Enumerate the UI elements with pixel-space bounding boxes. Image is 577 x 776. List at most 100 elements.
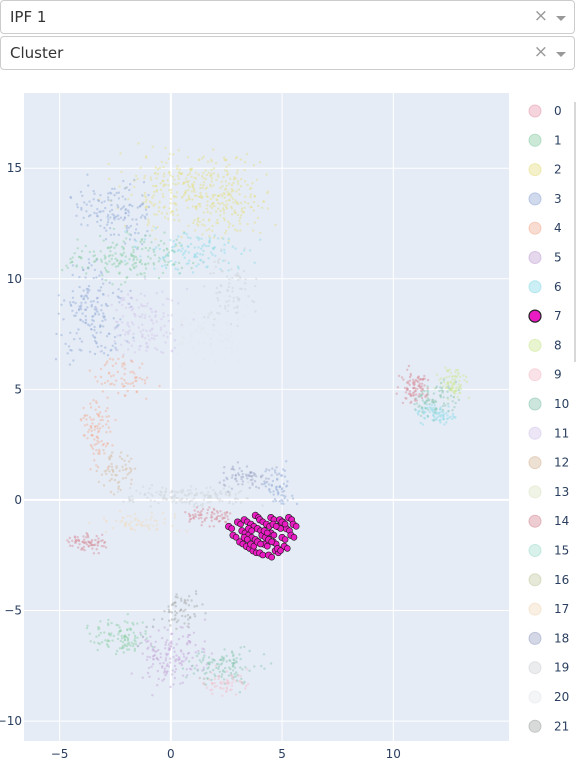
background-cell-point — [73, 338, 76, 341]
sample-dropdown-chevron-down-icon[interactable] — [556, 16, 566, 21]
background-cell-point — [184, 317, 188, 320]
background-cell-point — [89, 640, 92, 643]
background-cell-point — [74, 541, 78, 544]
background-cell-point — [218, 500, 221, 503]
background-cell-point — [207, 228, 211, 231]
plot-background[interactable] — [24, 93, 509, 741]
background-cell-point — [166, 263, 169, 267]
background-cell-point — [459, 375, 462, 379]
background-cell-point — [124, 212, 128, 215]
background-cell-point — [199, 259, 203, 262]
background-cell-point — [130, 482, 133, 486]
legend-item-5[interactable]: 5 — [528, 251, 562, 265]
legend-item-11[interactable]: 11 — [528, 426, 569, 440]
background-cell-point — [170, 210, 174, 213]
background-cell-point — [148, 329, 152, 333]
legend-item-6[interactable]: 6 — [528, 280, 562, 294]
sample-select[interactable]: IPF 1 × — [0, 0, 575, 34]
background-cell-point — [227, 304, 230, 307]
background-cell-point — [80, 295, 83, 298]
background-cell-point — [141, 378, 144, 381]
color-by-select[interactable]: Cluster × — [0, 36, 575, 70]
legend-item-20[interactable]: 20 — [528, 690, 569, 704]
legend-marker — [528, 280, 542, 294]
legend-label: 6 — [554, 280, 562, 294]
background-cell-point — [193, 218, 196, 222]
background-cell-point — [78, 275, 81, 279]
background-cell-point — [273, 469, 277, 472]
background-cell-point — [76, 206, 79, 209]
background-cell-point — [71, 539, 74, 542]
background-cell-point — [179, 489, 182, 493]
background-cell-point — [111, 344, 115, 347]
background-cell-point — [145, 626, 148, 629]
legend-item-2[interactable]: 2 — [528, 163, 562, 177]
background-cell-point — [111, 241, 115, 244]
background-cell-point — [92, 189, 95, 193]
legend-item-3[interactable]: 3 — [528, 192, 562, 206]
legend-item-10[interactable]: 10 — [528, 397, 569, 411]
background-cell-point — [88, 261, 91, 265]
legend-item-14[interactable]: 14 — [528, 514, 569, 528]
background-cell-point — [204, 612, 207, 615]
background-cell-point — [190, 599, 193, 602]
background-cell-point — [280, 493, 283, 497]
background-cell-point — [187, 595, 191, 598]
legend-scrollbar[interactable] — [574, 102, 576, 362]
legend-item-1[interactable]: 1 — [528, 133, 562, 147]
background-cell-point — [126, 473, 129, 476]
legend-item-16[interactable]: 16 — [528, 573, 569, 587]
legend-item-13[interactable]: 13 — [528, 485, 569, 499]
background-cell-point — [248, 249, 252, 252]
legend-item-21[interactable]: 21 — [528, 719, 569, 733]
background-cell-point — [115, 466, 118, 470]
background-cell-point — [80, 304, 83, 307]
background-cell-point — [100, 440, 103, 443]
background-cell-point — [413, 394, 416, 397]
background-cell-point — [143, 215, 147, 218]
background-cell-point — [100, 544, 104, 548]
legend-item-4[interactable]: 4 — [528, 221, 562, 235]
legend-item-17[interactable]: 17 — [528, 602, 569, 616]
background-cell-point — [250, 205, 253, 209]
background-cell-point — [105, 335, 109, 338]
background-cell-point — [118, 647, 122, 650]
background-cell-point — [272, 493, 275, 496]
background-cell-point — [219, 209, 222, 213]
background-cell-point — [161, 290, 164, 293]
sample-clear-icon[interactable]: × — [533, 6, 548, 26]
legend-item-7[interactable]: 7 — [528, 309, 562, 323]
background-cell-point — [87, 184, 90, 187]
legend-item-8[interactable]: 8 — [528, 338, 562, 352]
background-cell-point — [156, 168, 160, 171]
background-cell-point — [180, 660, 184, 663]
background-cell-point — [197, 236, 200, 240]
legend-item-15[interactable]: 15 — [528, 544, 569, 558]
background-cell-point — [101, 425, 105, 428]
legend-item-18[interactable]: 18 — [528, 631, 569, 645]
background-cell-point — [142, 181, 146, 184]
background-cell-point — [120, 457, 124, 461]
background-cell-point — [162, 249, 166, 252]
background-cell-point — [96, 427, 99, 430]
background-cell-point — [262, 482, 266, 486]
legend-item-12[interactable]: 12 — [528, 456, 569, 470]
legend-item-9[interactable]: 9 — [528, 368, 562, 382]
background-cell-point — [162, 175, 165, 178]
legend-item-19[interactable]: 19 — [528, 661, 569, 675]
background-cell-point — [206, 265, 209, 268]
background-cell-point — [240, 214, 243, 217]
background-cell-point — [193, 667, 196, 670]
background-cell-point — [408, 383, 411, 387]
background-cell-point — [107, 623, 110, 627]
background-cell-point — [190, 190, 194, 193]
background-cell-point — [213, 491, 217, 494]
color-by-clear-icon[interactable]: × — [533, 42, 548, 62]
background-cell-point — [189, 517, 193, 521]
background-cell-point — [117, 233, 121, 237]
color-by-dropdown-chevron-down-icon[interactable] — [556, 52, 566, 57]
legend-item-0[interactable]: 0 — [528, 104, 562, 118]
background-cell-point — [111, 444, 114, 447]
